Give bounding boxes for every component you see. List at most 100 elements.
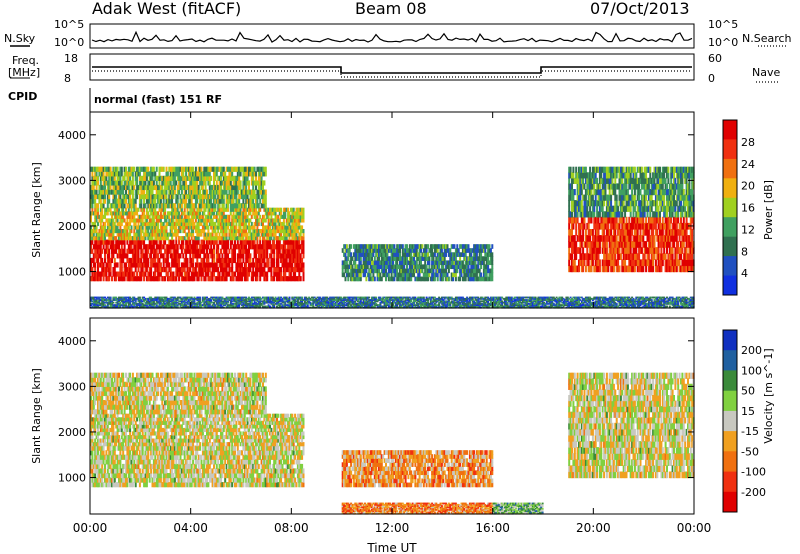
nsky-label: N.Sky xyxy=(4,32,36,45)
data-cell xyxy=(120,248,123,254)
data-cell xyxy=(399,248,401,253)
data-cell xyxy=(182,267,185,273)
data-cell xyxy=(454,256,457,261)
data-cell xyxy=(140,198,143,204)
data-cell xyxy=(175,262,178,268)
data-cell xyxy=(101,257,104,264)
data-cell xyxy=(162,166,165,172)
data-cell xyxy=(98,262,101,268)
data-cell xyxy=(645,265,648,273)
data-cell xyxy=(136,239,139,245)
data-cell xyxy=(670,216,673,224)
data-cell xyxy=(127,257,130,264)
data-cell xyxy=(222,248,225,254)
data-cell xyxy=(267,257,270,264)
noise-left-tick-low: 10^0 xyxy=(54,36,85,49)
data-cell xyxy=(236,262,239,268)
data-cell xyxy=(122,239,125,245)
data-cell xyxy=(176,271,179,277)
data-cell xyxy=(664,253,667,260)
data-cell xyxy=(94,253,97,259)
data-cell xyxy=(115,244,118,250)
data-cell xyxy=(125,189,127,195)
data-cell xyxy=(151,236,154,241)
data-cell xyxy=(364,272,366,278)
data-cell xyxy=(228,262,231,268)
data-cell xyxy=(255,253,257,259)
data-cell xyxy=(204,271,207,277)
data-cell xyxy=(299,253,302,259)
data-cell xyxy=(166,248,169,254)
data-cell xyxy=(691,253,694,260)
data-cell xyxy=(266,244,269,250)
data-cell xyxy=(98,253,101,259)
data-cell xyxy=(104,239,106,245)
data-cell xyxy=(157,262,160,268)
data-cell xyxy=(229,276,232,282)
data-cell xyxy=(94,267,97,273)
data-cell xyxy=(568,247,571,254)
data-cell xyxy=(608,189,611,196)
data-cell xyxy=(427,244,429,249)
data-cell xyxy=(138,276,141,282)
data-cell xyxy=(206,248,208,254)
data-cell xyxy=(288,236,291,241)
data-cell xyxy=(97,257,99,264)
data-cell xyxy=(359,276,362,282)
data-cell xyxy=(112,271,115,277)
data-cell xyxy=(573,235,576,242)
data-cell xyxy=(214,175,217,181)
data-cell xyxy=(424,260,427,266)
data-cell xyxy=(224,271,227,277)
data-cell xyxy=(262,267,264,273)
data-cell xyxy=(610,200,613,207)
data-cell xyxy=(229,244,232,250)
data-cell xyxy=(243,244,246,250)
data-cell xyxy=(158,171,161,177)
data-cell xyxy=(215,262,218,268)
data-cell xyxy=(200,257,203,264)
data-cell xyxy=(207,244,210,250)
data-cell xyxy=(629,211,632,218)
data-cell xyxy=(284,257,287,264)
data-cell xyxy=(257,267,260,273)
data-cell xyxy=(406,244,408,249)
data-cell xyxy=(379,272,382,278)
data-cell xyxy=(154,267,157,273)
data-cell xyxy=(183,257,186,264)
data-cell xyxy=(480,252,483,257)
data-cell xyxy=(144,244,147,250)
data-cell xyxy=(218,276,221,282)
data-cell xyxy=(109,244,112,250)
data-cell xyxy=(154,276,157,282)
data-cell xyxy=(255,248,257,254)
data-cell xyxy=(108,257,111,264)
data-cell xyxy=(587,222,590,230)
data-cell xyxy=(631,189,634,196)
data-cell xyxy=(485,272,488,278)
data-cell xyxy=(104,253,106,259)
data-cell xyxy=(270,267,273,273)
data-cell xyxy=(271,244,274,250)
data-cell xyxy=(235,276,238,282)
data-cell xyxy=(256,276,259,282)
data-cell xyxy=(97,175,99,181)
data-cell xyxy=(263,253,266,259)
data-cell xyxy=(120,267,123,273)
data-cell xyxy=(257,194,260,200)
data-cell xyxy=(126,271,129,277)
data-cell xyxy=(147,262,150,268)
data-cell xyxy=(653,235,656,242)
data-cell xyxy=(659,216,661,224)
data-cell xyxy=(172,262,175,268)
data-cell xyxy=(92,276,95,282)
data-cell xyxy=(571,253,573,260)
data-cell xyxy=(192,257,195,264)
data-cell xyxy=(491,260,494,266)
data-cell xyxy=(271,239,274,245)
data-cell xyxy=(217,271,220,277)
data-cell xyxy=(583,222,586,230)
data-cell xyxy=(210,276,213,282)
data-cell xyxy=(573,259,576,267)
data-cell xyxy=(459,276,462,282)
